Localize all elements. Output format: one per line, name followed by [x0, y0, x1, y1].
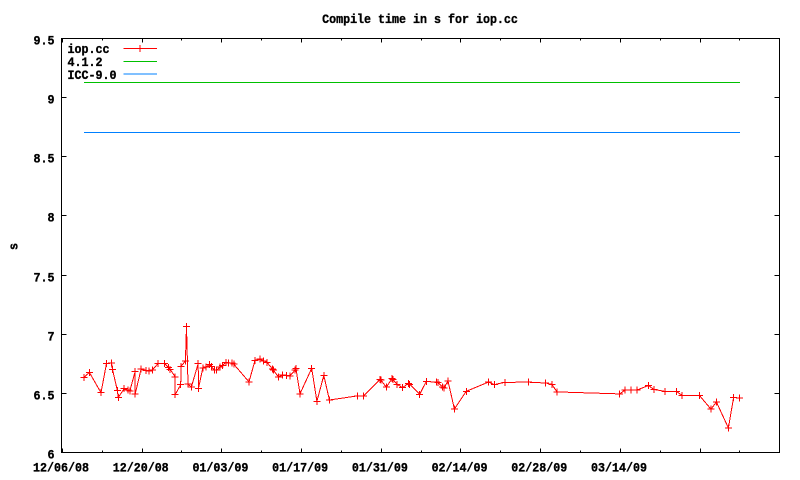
svg-text:4.1.2: 4.1.2 — [68, 56, 103, 71]
svg-text:12/20/08: 12/20/08 — [113, 461, 169, 476]
svg-text:8.5: 8.5 — [34, 152, 55, 167]
svg-text:iop.cc: iop.cc — [68, 43, 110, 58]
svg-text:12/06/08: 12/06/08 — [33, 461, 89, 476]
svg-text:01/31/09: 01/31/09 — [352, 461, 408, 476]
svg-text:02/28/09: 02/28/09 — [511, 461, 567, 476]
svg-text:9.5: 9.5 — [34, 34, 55, 49]
svg-text:ICC-9.0: ICC-9.0 — [68, 68, 117, 83]
svg-text:02/14/09: 02/14/09 — [432, 461, 488, 476]
svg-text:Compile time in s for iop.cc: Compile time in s for iop.cc — [322, 12, 518, 27]
svg-text:s: s — [7, 243, 22, 250]
svg-text:01/03/09: 01/03/09 — [192, 461, 248, 476]
svg-text:9: 9 — [48, 93, 55, 108]
svg-text:8: 8 — [48, 211, 55, 226]
svg-text:7: 7 — [48, 330, 55, 345]
svg-text:6: 6 — [48, 448, 55, 463]
svg-text:03/14/09: 03/14/09 — [591, 461, 647, 476]
svg-text:7.5: 7.5 — [34, 271, 55, 286]
svg-text:6.5: 6.5 — [34, 389, 55, 404]
svg-text:01/17/09: 01/17/09 — [272, 461, 328, 476]
